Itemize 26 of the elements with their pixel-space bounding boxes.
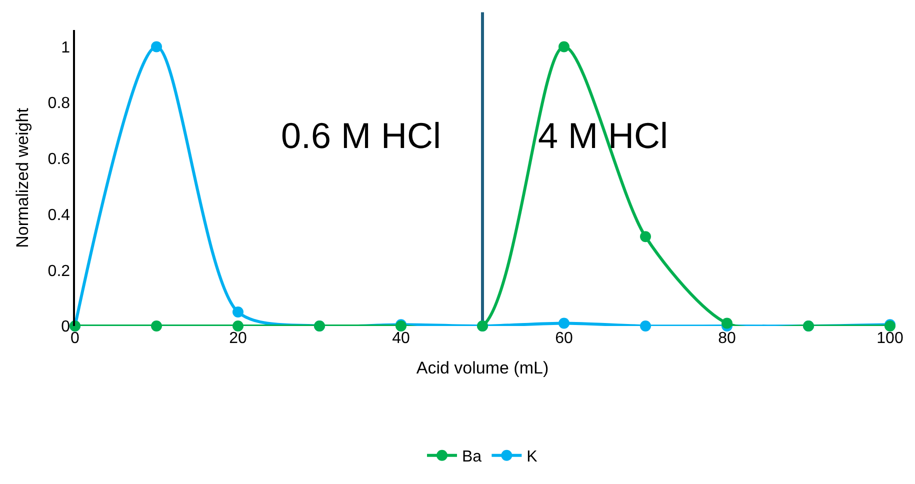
y-tick-label: 0 — [61, 318, 70, 336]
point — [558, 318, 570, 329]
point — [151, 320, 162, 332]
x-tick-label: 40 — [392, 330, 410, 347]
legend-label: Ba — [462, 448, 482, 466]
point — [232, 306, 244, 318]
point — [722, 318, 732, 329]
y-tick-label: 1 — [61, 39, 70, 56]
point — [640, 320, 651, 332]
y-tick-label: 0.8 — [48, 95, 70, 112]
point — [558, 41, 570, 52]
x-axis-title: Acid volume (mL) — [416, 358, 549, 378]
y-tick-label: 0.2 — [48, 262, 70, 280]
x-tick-label: 20 — [229, 330, 247, 347]
point — [640, 231, 651, 242]
x-tick-label: 100 — [876, 330, 904, 347]
y-tick-label: 0.4 — [48, 206, 70, 224]
x-tick-label: 80 — [718, 330, 736, 347]
legend-label: K — [526, 448, 538, 466]
point — [232, 320, 244, 332]
point — [151, 41, 162, 52]
y-axis-title: Normalized weight — [12, 108, 32, 248]
x-tick-label: 60 — [555, 330, 573, 347]
y-tick-label: 0.6 — [48, 151, 70, 168]
annotation: 4 M HCl — [538, 115, 668, 156]
annotation: 0.6 M HCl — [281, 115, 442, 156]
